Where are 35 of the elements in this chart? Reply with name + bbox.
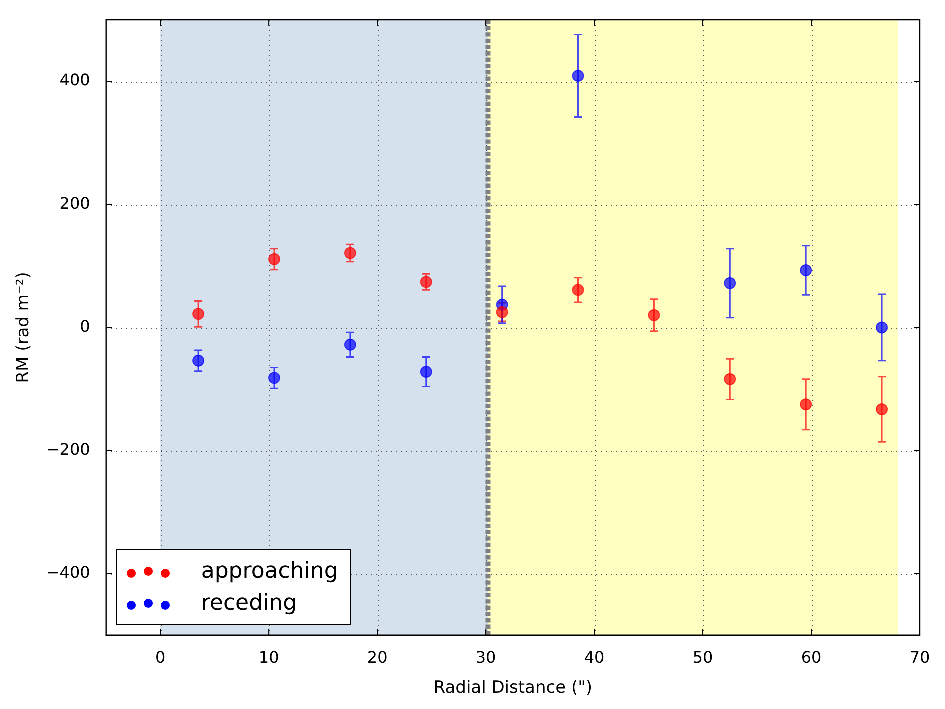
point xyxy=(268,253,280,266)
x-axis-title: Radial Distance (") xyxy=(434,678,593,698)
point xyxy=(192,308,205,320)
x-tick-label: 10 xyxy=(258,648,280,668)
x-tick-label: 20 xyxy=(367,648,388,668)
legend-label: approaching xyxy=(201,558,338,584)
point xyxy=(648,309,660,322)
y-tick-label: 200 xyxy=(60,194,90,213)
point xyxy=(876,404,888,416)
legend-label: receding xyxy=(201,590,298,616)
x-tick-label: 60 xyxy=(801,648,822,668)
point xyxy=(420,366,432,378)
point xyxy=(800,398,812,411)
point xyxy=(572,284,584,296)
y-tick-label: −200 xyxy=(46,440,90,459)
y-tick-label: −400 xyxy=(46,563,90,582)
point xyxy=(344,247,356,260)
x-tick-label: 70 xyxy=(910,648,930,668)
y-tick-label: 400 xyxy=(60,70,90,90)
point xyxy=(496,306,508,318)
point xyxy=(572,70,584,82)
x-tick-label: 0 xyxy=(155,648,166,668)
x-tick-label: 50 xyxy=(692,648,714,668)
point xyxy=(800,264,812,276)
x-tick-label: 40 xyxy=(584,648,605,668)
point xyxy=(724,373,736,386)
point xyxy=(420,276,432,288)
y-tick-label: 0 xyxy=(80,316,90,336)
point xyxy=(268,372,280,384)
x-tick-label: 30 xyxy=(476,648,496,668)
y-axis-title: RM (rad m⁻²) xyxy=(14,272,34,384)
point xyxy=(192,354,205,367)
point xyxy=(876,322,888,334)
point xyxy=(724,277,736,290)
point xyxy=(344,338,356,351)
